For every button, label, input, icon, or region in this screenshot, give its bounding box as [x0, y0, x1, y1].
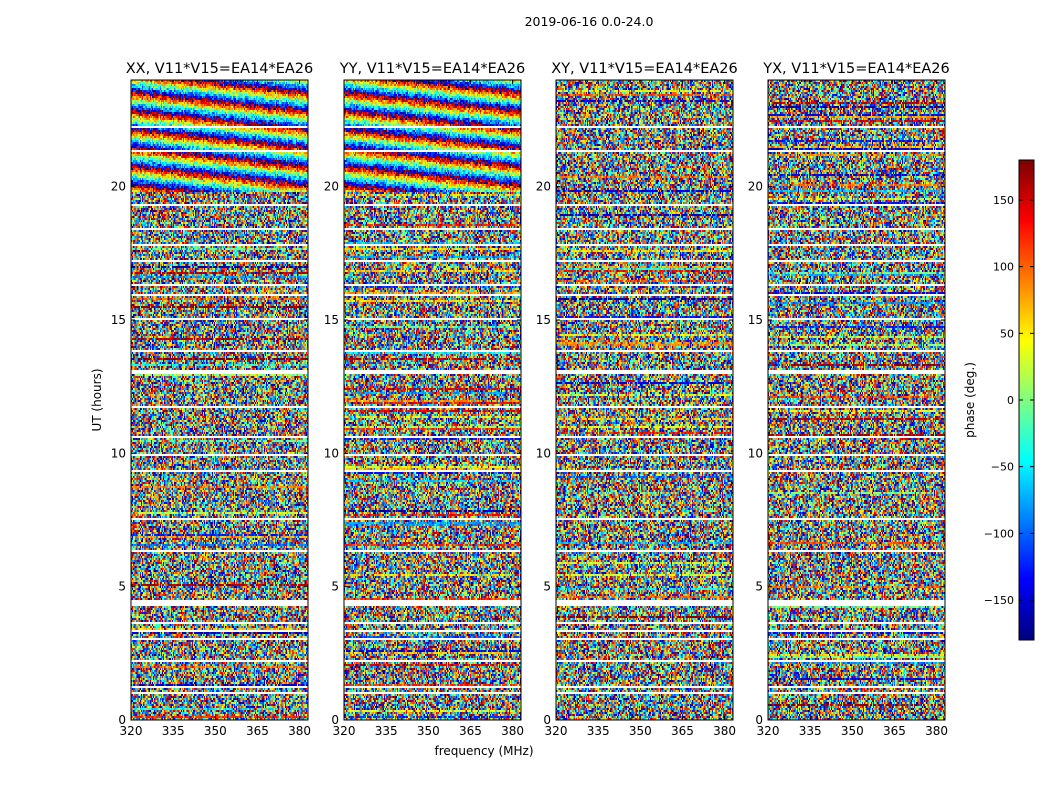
x-tick-label: 350 [841, 724, 864, 738]
panel-frame [130, 79, 309, 721]
x-tick-label: 380 [713, 724, 736, 738]
y-tick-label: 20 [748, 180, 763, 194]
y-tick-label: 0 [331, 713, 339, 727]
panel-frame [343, 79, 522, 721]
y-tick-label: 0 [755, 713, 763, 727]
colorbar-label: phase (deg.) [963, 362, 977, 438]
panel-group: XX, V11*V15=EA14*EA26 320 335 350 365 380 0 5 10… [111, 61, 950, 738]
heatmap-yy [344, 80, 521, 720]
panel-frame [767, 79, 946, 721]
x-tick-label: 350 [204, 724, 227, 738]
y-tick-label: 10 [536, 446, 551, 460]
x-tick-label: 365 [671, 724, 694, 738]
y-tick-label: 20 [536, 180, 551, 194]
heatmap-yx [768, 80, 945, 720]
panel-title: YX, V11*V15=EA14*EA26 [762, 61, 949, 77]
x-tick-label: 335 [799, 724, 822, 738]
x-tick-label: 335 [587, 724, 610, 738]
colorbar-tick-label: −50 [991, 461, 1014, 474]
x-tick-label: 335 [162, 724, 185, 738]
colorbar-gradient [1019, 160, 1034, 640]
x-tick-label: 380 [501, 724, 524, 738]
x-tick-label: 350 [629, 724, 652, 738]
x-tick-label: 335 [375, 724, 398, 738]
panel-title: YY, V11*V15=EA14*EA26 [339, 61, 525, 77]
x-tick-label: 365 [459, 724, 482, 738]
colorbar-tick-label: 150 [993, 194, 1014, 207]
heatmap-xx [131, 80, 308, 720]
panel-yx: YX, V11*V15=EA14*EA26 320 335 350 365 380 0 5 10… [748, 61, 950, 738]
x-tick-label: 320 [545, 724, 568, 738]
x-tick-label: 365 [883, 724, 906, 738]
y-tick-label: 5 [331, 580, 339, 594]
colorbar-tick-label: −100 [984, 527, 1014, 540]
y-tick-label: 10 [748, 446, 763, 460]
x-axis-label: frequency (MHz) [434, 744, 533, 758]
x-tick-label: 320 [120, 724, 143, 738]
y-axis-label: UT (hours) [90, 368, 104, 431]
y-tick-label: 10 [111, 446, 126, 460]
y-tick-label: 20 [324, 180, 339, 194]
colorbar: −150 −100 −50 0 50 100 150 [984, 159, 1035, 641]
colorbar-tick-label: 0 [1007, 394, 1014, 407]
colorbar-tick-label: 100 [993, 261, 1014, 274]
colorbar-tick-label: 50 [1000, 327, 1014, 340]
y-tick-label: 15 [324, 313, 339, 327]
y-tick-label: 20 [111, 180, 126, 194]
panel-xy: XY, V11*V15=EA14*EA26 320 335 350 365 380 0 5 10… [536, 61, 738, 738]
figure-suptitle: 2019-06-16 0.0-24.0 [525, 14, 654, 29]
y-tick-label: 15 [111, 313, 126, 327]
x-tick-label: 380 [288, 724, 311, 738]
y-tick-label: 0 [118, 713, 126, 727]
y-tick-label: 0 [543, 713, 551, 727]
x-tick-label: 365 [246, 724, 269, 738]
y-tick-label: 15 [748, 313, 763, 327]
y-tick-label: 5 [755, 580, 763, 594]
heatmap-xy [556, 80, 733, 720]
y-tick-label: 10 [324, 446, 339, 460]
panel-frame [555, 79, 734, 721]
x-tick-label: 320 [333, 724, 356, 738]
y-tick-label: 5 [543, 580, 551, 594]
y-tick-label: 5 [118, 580, 126, 594]
panel-xx: XX, V11*V15=EA14*EA26 320 335 350 365 380 0 5 10… [111, 61, 314, 738]
panel-yy: YY, V11*V15=EA14*EA26 320 335 350 365 380 0 5 10… [324, 61, 525, 738]
panel-title: XY, V11*V15=EA14*EA26 [551, 61, 737, 77]
x-tick-label: 350 [417, 724, 440, 738]
panel-title: XX, V11*V15=EA14*EA26 [126, 61, 314, 77]
y-tick-label: 15 [536, 313, 551, 327]
colorbar-tick-label: −150 [984, 594, 1014, 607]
x-tick-label: 320 [757, 724, 780, 738]
x-tick-label: 380 [925, 724, 948, 738]
